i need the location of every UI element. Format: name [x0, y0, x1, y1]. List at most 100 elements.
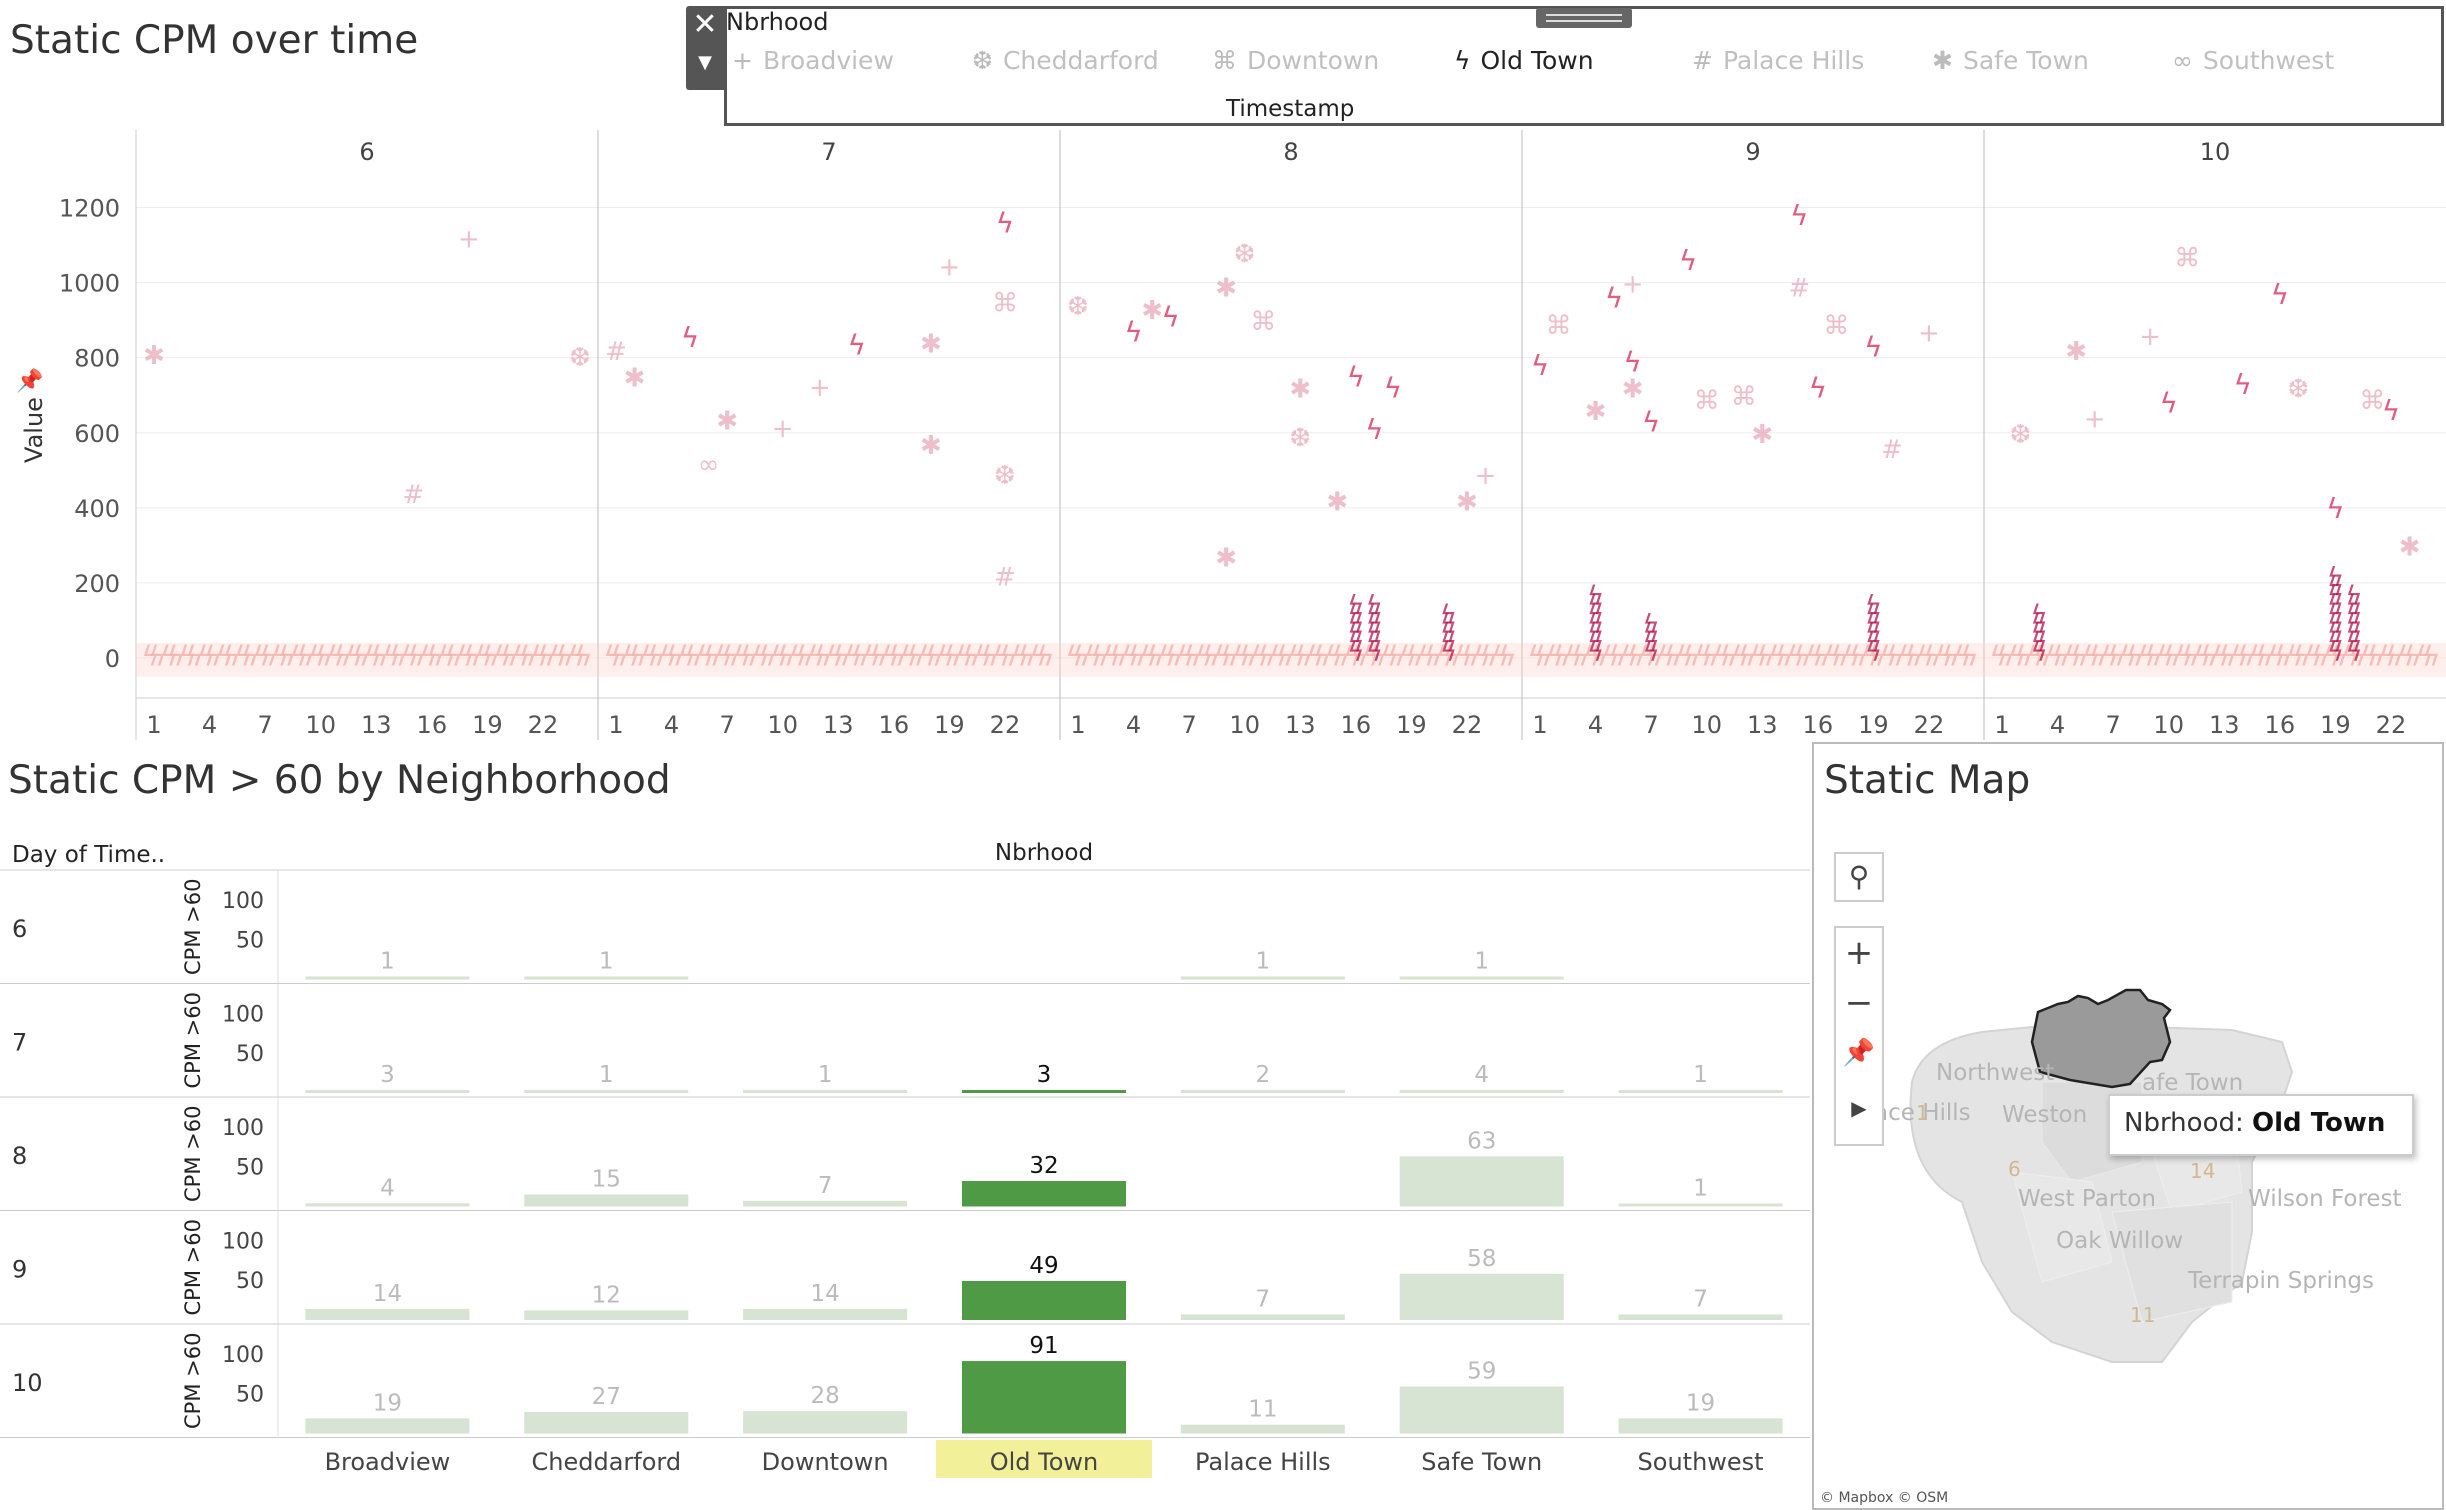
bar-label: 28 [811, 1383, 840, 1409]
data-point-old-town: ϟ [996, 207, 1014, 240]
data-point-old-town: ϟ [1531, 349, 1549, 382]
bar-label: 63 [1467, 1128, 1496, 1154]
x-tick-label: 19 [1396, 711, 1427, 739]
spike-mark: ϟ [2345, 591, 2362, 621]
baseline-mark: ϟ [1332, 639, 1350, 672]
baseline-mark: ϟ [833, 639, 851, 672]
drag-handle[interactable] [1536, 8, 1632, 28]
baseline-mark: ϟ [2045, 639, 2063, 672]
data-point-broadview: + [938, 253, 960, 283]
baseline-mark: ϟ [1454, 639, 1472, 672]
row-y-tick: 50 [236, 1269, 264, 1294]
legend-item-label: Downtown [1247, 46, 1380, 75]
close-icon[interactable]: ✕ [692, 7, 718, 42]
baseline-mark: ϟ [1183, 639, 1201, 672]
chevron-down-icon[interactable]: ▼ [698, 52, 712, 73]
baseline-mark: ϟ [1387, 639, 1405, 672]
bar-broadview [305, 976, 470, 980]
legend-item-label: Safe Town [1962, 46, 2089, 75]
map-search-button[interactable]: ⚲ [1834, 852, 1884, 902]
legend-item-southwest[interactable]: ∞ Southwest [2172, 46, 2334, 75]
spike-mark: ϟ [1440, 637, 1457, 667]
legend-item-old-town[interactable]: ϟ Old Town [1454, 46, 1594, 75]
baseline-mark: ϟ [1362, 639, 1380, 672]
baseline-mark: ϟ [714, 639, 732, 672]
spike-mark: ϟ [1587, 591, 1604, 621]
baseline-band [136, 642, 2446, 677]
baseline-mark: ϟ [2219, 639, 2237, 672]
category-label: Palace Hills [1195, 1448, 1331, 1476]
pin-reset-icon[interactable]: 📌 [1842, 1038, 1876, 1068]
baseline-mark: ϟ [296, 639, 314, 672]
baseline-mark: ϟ [364, 639, 382, 672]
baseline-mark: ϟ [2137, 639, 2155, 672]
legend-item-broadview[interactable]: + Broadview [732, 46, 894, 75]
baseline-mark: ϟ [751, 639, 769, 672]
baseline-mark: ϟ [148, 639, 166, 672]
row-y-tick: 50 [236, 1156, 264, 1181]
baseline-mark: ϟ [475, 639, 493, 672]
map-label: Oak Willow [2056, 1228, 2183, 1254]
baseline-mark: ϟ [2100, 639, 2118, 672]
data-point-cheddarford: ❆ [2010, 420, 2032, 450]
bar-cheddarford [524, 1194, 689, 1207]
baseline-mark: ϟ [1645, 639, 1663, 672]
data-point-safe-town: ✱ [1141, 296, 1163, 326]
baseline-mark: ϟ [1942, 639, 1960, 672]
spike-mark: ϟ [2345, 581, 2362, 611]
baseline-mark: ϟ [2156, 639, 2174, 672]
tooltip-value: Old Town [2252, 1108, 2386, 1138]
baseline-mark: ϟ [2082, 639, 2100, 672]
baseline-mark: ϟ [1831, 639, 1849, 672]
data-point-old-town: ϟ [2271, 278, 2289, 311]
row-y-tick: 50 [236, 929, 264, 954]
baseline-mark: ϟ [2063, 639, 2081, 672]
row-axis-label: CPM >60 [181, 1106, 205, 1202]
baseline-mark: ϟ [352, 639, 370, 672]
row-label: 9 [12, 1255, 27, 1283]
map-label: Northwest [1936, 1060, 2054, 1086]
spike-mark: ϟ [1587, 619, 1604, 649]
baseline-mark: ϟ [795, 639, 813, 672]
data-point-palace-hills: # [1881, 435, 1903, 465]
data-point-safe-town: ✱ [624, 363, 646, 393]
zoom-in-button[interactable]: + [1844, 933, 1874, 973]
baseline-mark: ϟ [1583, 639, 1601, 672]
legend-item-safe-town[interactable]: ✱ Safe Town [1932, 46, 2089, 75]
bar-old-town [962, 1280, 1126, 1320]
map-attribution[interactable]: © Mapbox © OSM [1820, 1490, 1949, 1506]
spike-mark: ϟ [1440, 628, 1457, 658]
y-tick-label: 1200 [59, 195, 120, 223]
category-label: Broadview [325, 1448, 451, 1476]
bar-broadview [305, 1090, 470, 1093]
legend-item-downtown[interactable]: ⌘ Downtown [1212, 46, 1379, 75]
baseline-mark: ϟ [2200, 639, 2218, 672]
spike-mark: ϟ [2327, 572, 2344, 602]
baseline-mark: ϟ [1498, 639, 1516, 672]
row-y-tick: 100 [222, 1116, 264, 1141]
baseline-mark: ϟ [2330, 639, 2348, 672]
x-tick-label: 13 [1285, 711, 1316, 739]
spike-mark: ϟ [1587, 637, 1604, 667]
baseline-mark: ϟ [204, 639, 222, 672]
x-tick-label: 10 [1229, 711, 1260, 739]
old-town-region[interactable] [2030, 988, 2172, 1089]
bar-southwest [1618, 1203, 1783, 1207]
legend-item-palace-hills[interactable]: # Palace Hills [1692, 46, 1864, 75]
baseline-mark: ϟ [758, 639, 776, 672]
baseline-mark: ϟ [992, 639, 1010, 672]
baseline-mark: ϟ [278, 639, 296, 672]
x-tick-label: 7 [1643, 711, 1658, 739]
baseline-mark: ϟ [2230, 639, 2248, 672]
spike-mark: ϟ [1366, 628, 1383, 658]
plus-icon: + [732, 46, 753, 75]
bar-label: 4 [1474, 1062, 1489, 1088]
legend-item-cheddarford[interactable]: ❆ Cheddarford [972, 46, 1159, 75]
zoom-out-button[interactable]: − [1844, 983, 1874, 1023]
bar-cheddarford [524, 1310, 689, 1320]
baseline-mark: ϟ [530, 639, 548, 672]
bar-broadview [305, 1418, 470, 1434]
play-icon[interactable]: ▶ [1851, 1096, 1867, 1120]
data-point-broadview: + [2084, 405, 2106, 435]
baseline-mark: ϟ [610, 639, 628, 672]
